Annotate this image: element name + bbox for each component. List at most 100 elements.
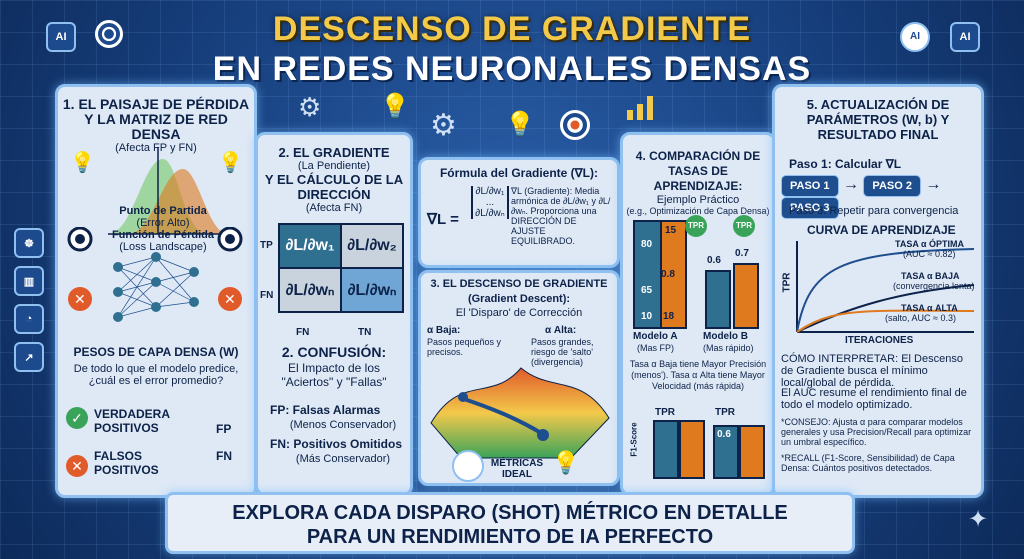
alpha-high: α Alta: — [545, 325, 577, 336]
fn-line: FN: Positivos Omitidos — [270, 437, 403, 451]
fp-tag: FP — [216, 422, 232, 436]
check-icon: ✓ — [66, 407, 88, 429]
gears-icon: ⚙ — [298, 92, 322, 122]
cross-icon: ✕ — [66, 455, 88, 477]
weights-title: PESOS DE CAPA DENSA (W) — [73, 345, 239, 359]
step-pill: PASO 2 — [863, 175, 921, 197]
formula-desc: ∇L (Gradiente): Media armónica de ∂L/∂w₁… — [511, 186, 611, 246]
step-pill: PASO 1 — [781, 175, 839, 197]
svg-text:💡: 💡 — [70, 150, 95, 174]
curve-xlabel: ITERACIONES — [845, 335, 914, 346]
confusion-text: El Impacto de los "Aciertos" y "Fallas" — [281, 361, 387, 389]
panel2-title-b: (La Pendiente) — [297, 160, 371, 172]
trend-icon: ↗ — [14, 342, 44, 372]
lightbulb-icon: 💡 — [380, 93, 410, 120]
f1-bar-1 — [653, 420, 679, 479]
svg-text:✕: ✕ — [74, 291, 86, 307]
curve-ylabel: TPR — [781, 272, 793, 293]
ideal-metrics: MÉTRICAS IDEAL — [490, 458, 544, 480]
panel-learning-rates: 4. COMPARACIÓN DE TASAS DE APRENDIZAJE: … — [620, 132, 776, 496]
learning-curve-chart — [796, 241, 975, 333]
panel1-title: 1. EL PAISAJE DE PÉRDIDA Y LA MATRIZ DE … — [62, 96, 250, 142]
confusion-title: 2. CONFUSIÓN: — [281, 344, 387, 360]
val-18: 18 — [663, 311, 675, 322]
lightbulb-icon-3: 💡 — [552, 450, 580, 475]
model-b-bar-2 — [733, 263, 759, 329]
panel4-title: 4. COMPARACIÓN DE TASAS DE APRENDIZAJE: — [635, 149, 761, 193]
weights-text: De todo lo que el modelo predice, ¿cuál … — [73, 363, 239, 387]
panel-loss-landscape: 1. EL PAISAJE DE PÉRDIDA Y LA MATRIZ DE … — [55, 84, 257, 498]
curve-c2s: (convergencia lenta) — [893, 281, 975, 291]
matrix-cell: ∂L/∂w₂ — [340, 223, 404, 269]
title-line-1: DESCENSO DE GRADIENTE — [272, 10, 752, 48]
vector-entry: ... — [485, 197, 495, 208]
loss-sub: (Loss Landscape) — [119, 241, 207, 253]
panel4-note: (e.g., Optimización de Capa Densa) — [626, 206, 770, 216]
f1-bar-4 — [739, 425, 765, 479]
model-b-bar-1 — [705, 270, 731, 329]
sparkle-icon: ✦ — [968, 506, 989, 533]
val-15: 15 — [665, 225, 677, 236]
footer-line-1: EXPLORA CADA DISPARO (SHOT) MÉTRICO EN D… — [232, 502, 788, 524]
f1-bar-3 — [713, 425, 739, 479]
panel2-title-c: Y EL CÁLCULO DE LA DIRECCIÓN — [264, 172, 404, 202]
target-icon-2 — [560, 110, 590, 140]
curve-c2: TASA α BAJA — [901, 271, 960, 281]
model-a-sub: (Mas FP) — [637, 343, 674, 353]
matrix-cell: ∂L/∂wₙ — [278, 267, 342, 313]
panel5-title: 5. ACTUALIZACIÓN DE PARÁMETROS (W, b) Y … — [806, 97, 950, 142]
model-a-bar-left — [633, 220, 662, 329]
model-a-label: Modelo A — [633, 331, 678, 342]
alpha-low-sub: Pasos pequeños y precisos. — [427, 337, 502, 357]
start-label: Punto de Partida — [119, 205, 207, 217]
curve-c3: TASA α ALTA — [901, 303, 958, 313]
step3-text: Paso 3: Repetir para convergencia — [789, 205, 959, 217]
val-10: 10 — [641, 311, 653, 322]
brain-gear-icon: ⚙ — [430, 109, 457, 142]
tpr-label-2: TPR — [715, 407, 735, 418]
col-label-tn: TN — [358, 327, 372, 338]
ai-head-icon: ◔ — [14, 304, 44, 334]
gradient-vector: ∂L/∂w₁ ... ∂L/∂wₙ — [471, 186, 509, 219]
curve-c1s: (AUC ≈ 0.82) — [903, 249, 956, 259]
curve-title: CURVA DE APRENDIZAJE — [807, 223, 956, 237]
tpr-badge-a: TPR — [685, 215, 707, 237]
fn-sub: (Más Conservador) — [295, 453, 391, 465]
steps-row: PASO 1 → PASO 2 → PASO 3 — [781, 175, 981, 219]
start-sub: (Error Alto) — [136, 217, 190, 229]
brain-icon: ☸ — [14, 228, 44, 258]
val-65: 65 — [641, 285, 653, 296]
val-07: 0.7 — [735, 248, 749, 259]
panel4-subtitle: Ejemplo Práctico — [656, 194, 740, 206]
loss-surface — [430, 367, 610, 459]
val-08: 0.8 — [661, 269, 675, 280]
recall-text: *RECALL (F1-Score, Sensibilidad) de Capa… — [781, 453, 955, 473]
descent-sub: El 'Disparo' de Corrección — [455, 307, 583, 319]
ai-brain-icon: AI — [900, 22, 930, 52]
vector-entry: ∂L/∂wₙ — [475, 208, 505, 219]
title-line-2: EN REDES NEURONALES DENSAS — [212, 50, 812, 88]
loss-label: Función de Pérdida — [111, 229, 215, 241]
formula-lhs: ∇L = — [427, 211, 459, 228]
panel-gradient: 2. EL GRADIENTE (La Pendiente) Y EL CÁLC… — [255, 132, 413, 496]
tp-label: VERDADERA POSITIVOS — [94, 407, 170, 435]
ai-chip-icon-right: AI — [950, 22, 980, 52]
loss-curves: 💡 💡 — [70, 147, 243, 235]
matrix-cell: ∂L/∂w₁ — [278, 223, 342, 269]
panel-formula: Fórmula del Gradiente (∇L): ∇L = ∂L/∂w₁ … — [418, 157, 620, 268]
step1-text: Paso 1: Calcular ∇L — [789, 157, 902, 171]
svg-text:💡: 💡 — [218, 150, 243, 174]
descent-title: 3. EL DESCENSO DE GRADIENTE (Gradient De… — [430, 278, 608, 305]
model-b-sub: (Mas rápido) — [703, 343, 754, 353]
target-icon — [95, 20, 123, 48]
step-pill: PASO 3 — [781, 197, 839, 219]
panel-update: 5. ACTUALIZACIÓN DE PARÁMETROS (W, b) Y … — [772, 84, 984, 498]
footer-line-2: PARA UN RENDIMIENTO DE IA PERFECTO — [306, 526, 714, 548]
interpret-text: CÓMO INTERPRETAR: El Descenso de Gradien… — [781, 353, 963, 389]
panel2-title-d: (Afecta FN) — [305, 202, 363, 214]
alpha-high-sub: Pasos grandes, riesgo de 'salto' (diverg… — [531, 337, 594, 367]
panel1-subtitle: (Afecta FP y FN) — [115, 142, 197, 154]
tpr-badge-b: TPR — [733, 215, 755, 237]
auc-text: El AUC resume el rendimiento final de to… — [781, 387, 967, 411]
fp-label: FALSOS POSITIVOS — [94, 449, 159, 477]
